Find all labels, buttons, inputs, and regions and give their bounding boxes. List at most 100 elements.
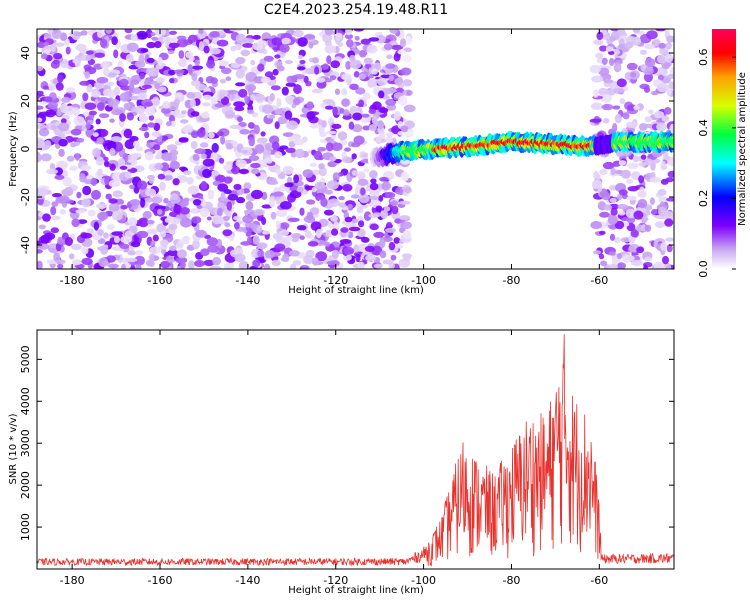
spectrogram-cell — [103, 68, 110, 77]
spectrogram-cell — [279, 44, 290, 53]
spectrogram-cell — [608, 50, 615, 55]
spectrogram-cell — [603, 204, 613, 211]
spectrogram-cell — [371, 78, 377, 88]
spectrogram-x-ticks: -180 -160 -140 -120 -100 -80 -60 — [60, 29, 608, 287]
spectrogram-cell — [275, 220, 281, 229]
spectrogram-cell — [51, 215, 61, 221]
spectrogram-cell — [608, 251, 616, 256]
spectrogram-cell — [330, 60, 341, 69]
spectrogram-cell — [403, 253, 411, 262]
spectrogram-cell — [633, 210, 644, 220]
spectrogram-cell — [328, 198, 340, 207]
spectrogram-cell — [271, 259, 281, 267]
spectrogram-cell — [250, 59, 256, 66]
spectrogram-cell — [275, 209, 288, 217]
spectrogram-cell — [230, 62, 241, 69]
spectrogram-cell — [47, 101, 58, 110]
spectrogram-cell — [612, 105, 621, 110]
spectrogram-cell — [631, 259, 643, 267]
spectrogram-cell — [385, 132, 394, 137]
spectrogram-cell — [642, 217, 649, 222]
spectrogram-cell — [100, 128, 108, 138]
spectrogram-cell — [206, 237, 218, 246]
spectrogram-cell — [200, 207, 209, 218]
spectrogram-x-tick-label: -120 — [323, 274, 348, 287]
spectrogram-cell — [302, 169, 314, 178]
spectrogram-cell — [403, 104, 416, 113]
spectrogram-x-tick-label: -100 — [411, 274, 436, 287]
spectrogram-cell — [236, 196, 246, 204]
spectrogram-cell — [40, 153, 52, 162]
spectrogram-cell — [145, 188, 157, 197]
spectrogram-cell — [644, 224, 652, 232]
spectrogram-cell — [151, 36, 159, 41]
spectrogram-cell — [44, 140, 52, 149]
spectrogram-cell — [110, 136, 123, 142]
spectrogram-cell — [357, 171, 366, 181]
spectrogram-cell — [265, 156, 273, 164]
spectrogram-cell — [614, 220, 625, 230]
spectrogram-cell — [157, 173, 166, 180]
spectrogram-cell — [252, 42, 264, 51]
spectrogram-cell — [272, 232, 283, 240]
spectrogram-cell — [87, 209, 96, 217]
spectrogram-cell — [234, 106, 245, 112]
spectrogram-cell — [119, 92, 130, 102]
spectrogram-cell — [324, 105, 334, 110]
spectrogram-cell — [320, 197, 328, 207]
spectrogram-cell — [357, 229, 366, 237]
spectrogram-cell — [594, 180, 603, 189]
spectrogram-cell — [342, 156, 352, 163]
spectrogram-cell — [109, 118, 115, 123]
spectrogram-cell — [322, 63, 329, 70]
spectrogram-cell — [241, 149, 248, 154]
spectrogram-cell — [220, 191, 226, 202]
spectrogram-cell — [666, 197, 674, 202]
spectrogram-cell — [644, 123, 653, 129]
spectrogram-cell — [630, 229, 639, 238]
spectrogram-cell — [353, 71, 360, 78]
spectrogram-cell — [400, 171, 410, 182]
spectrogram-cell — [146, 228, 158, 235]
spectrogram-cell — [616, 262, 626, 269]
spectrogram-cell — [155, 63, 164, 70]
spectrogram-cell — [84, 102, 97, 110]
snr-frame — [36, 329, 675, 570]
snr-panel: -180 -160 -140 -120 -100 -80 -60 1000 2000 3000 4… — [8, 329, 675, 596]
spectrogram-cell — [400, 125, 409, 133]
spectrogram-cell — [373, 263, 383, 269]
spectrogram-cell — [385, 135, 394, 144]
spectrogram-cell — [124, 29, 133, 34]
spectrogram-cell — [86, 83, 93, 93]
spectrogram-cell — [613, 87, 625, 94]
spectrogram-cell — [655, 221, 665, 229]
spectrogram-y-tick-label: -40 — [19, 236, 32, 254]
spectrogram-cell — [337, 131, 348, 141]
spectrogram-cell — [270, 211, 277, 220]
spectrogram-cell — [187, 64, 193, 74]
spectrogram-cell — [234, 222, 240, 230]
spectrogram-cell — [276, 65, 285, 72]
spectrogram-cell — [243, 182, 252, 190]
spectrogram-cell — [97, 168, 103, 177]
spectrogram-cell — [242, 215, 254, 224]
spectrogram-cell — [221, 67, 232, 75]
spectrogram-cell — [299, 266, 309, 269]
spectrogram-cell — [378, 90, 385, 99]
spectrogram-cell — [240, 49, 251, 57]
spectrogram-cell — [342, 184, 353, 192]
spectrogram-cell — [369, 182, 379, 191]
spectrogram-cell — [332, 106, 338, 117]
spectrogram-cell — [47, 243, 59, 248]
snr-x-tick-label: -60 — [590, 574, 608, 587]
spectrogram-cell — [623, 255, 635, 262]
spectrogram-x-axis-label: Height of straight line (km) — [288, 285, 424, 296]
spectrogram-cell — [315, 251, 328, 262]
spectrogram-cell — [59, 208, 66, 215]
spectrogram-cell — [111, 36, 118, 46]
spectrogram-cell — [37, 105, 44, 110]
spectrogram-cell — [281, 86, 289, 96]
spectrogram-cell — [341, 98, 350, 107]
spectrogram-cell — [654, 263, 666, 269]
spectrogram-cell — [609, 57, 615, 66]
